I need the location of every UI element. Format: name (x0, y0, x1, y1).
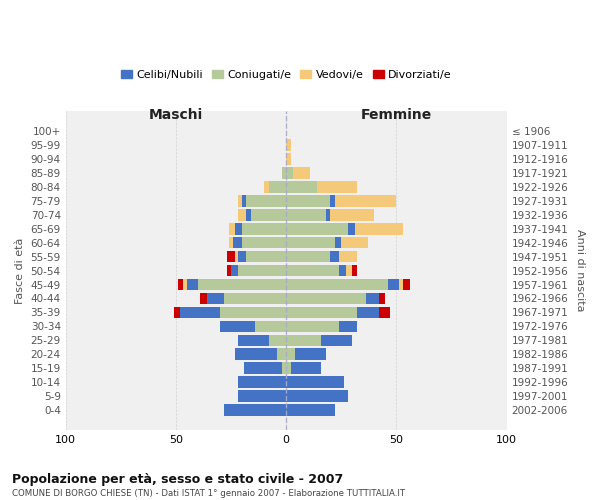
Bar (398, 279, 403, 290)
Bar (229, 237, 233, 248)
Bar (244, 362, 282, 374)
Bar (355, 223, 403, 234)
Bar (181, 306, 220, 318)
Bar (286, 168, 293, 179)
Bar (224, 292, 286, 304)
Bar (220, 306, 286, 318)
Bar (357, 306, 379, 318)
Bar (277, 348, 286, 360)
Text: Maschi: Maschi (149, 108, 203, 122)
Bar (286, 195, 331, 206)
Bar (238, 265, 286, 276)
Bar (339, 265, 346, 276)
Bar (348, 223, 355, 234)
Bar (233, 237, 242, 248)
Bar (235, 348, 277, 360)
Bar (235, 223, 242, 234)
Bar (352, 265, 357, 276)
Bar (339, 320, 357, 332)
Bar (286, 279, 388, 290)
Bar (286, 223, 348, 234)
Bar (247, 209, 251, 220)
Bar (200, 292, 207, 304)
Bar (388, 279, 398, 290)
Bar (227, 265, 231, 276)
Text: Popolazione per età, sesso e stato civile - 2007: Popolazione per età, sesso e stato civil… (12, 472, 343, 486)
Bar (182, 279, 187, 290)
Bar (231, 265, 238, 276)
Bar (322, 334, 352, 346)
Bar (286, 209, 326, 220)
Bar (187, 279, 198, 290)
Bar (286, 140, 290, 151)
Bar (335, 195, 397, 206)
Bar (242, 195, 247, 206)
Bar (331, 195, 335, 206)
Bar (198, 279, 286, 290)
Bar (339, 251, 357, 262)
Bar (238, 209, 247, 220)
Bar (326, 209, 331, 220)
Bar (403, 279, 410, 290)
Bar (286, 376, 344, 388)
Bar (224, 404, 286, 415)
Bar (238, 334, 269, 346)
Text: Femmine: Femmine (361, 108, 432, 122)
Bar (335, 237, 341, 248)
Bar (286, 390, 348, 402)
Bar (220, 320, 256, 332)
Bar (238, 390, 286, 402)
Bar (286, 182, 317, 192)
Bar (341, 237, 368, 248)
Bar (286, 265, 339, 276)
Y-axis label: Anni di nascita: Anni di nascita (575, 230, 585, 312)
Bar (229, 223, 235, 234)
Bar (264, 182, 269, 192)
Bar (269, 334, 286, 346)
Bar (290, 362, 322, 374)
Bar (379, 306, 390, 318)
Bar (238, 195, 242, 206)
Bar (295, 348, 326, 360)
Bar (242, 237, 286, 248)
Bar (286, 348, 295, 360)
Bar (286, 292, 365, 304)
Bar (286, 306, 357, 318)
Bar (282, 362, 286, 374)
Bar (247, 251, 286, 262)
Bar (286, 154, 290, 165)
Bar (379, 292, 385, 304)
Bar (317, 182, 357, 192)
Y-axis label: Fasce di età: Fasce di età (15, 238, 25, 304)
Legend: Celibi/Nubili, Coniugati/e, Vedovi/e, Divorziati/e: Celibi/Nubili, Coniugati/e, Vedovi/e, Di… (116, 66, 456, 84)
Bar (293, 168, 310, 179)
Bar (235, 251, 238, 262)
Bar (251, 209, 286, 220)
Bar (286, 334, 322, 346)
Bar (286, 320, 339, 332)
Bar (282, 168, 286, 179)
Bar (242, 223, 286, 234)
Bar (238, 251, 247, 262)
Bar (174, 306, 181, 318)
Bar (331, 251, 339, 262)
Bar (178, 279, 182, 290)
Bar (247, 195, 286, 206)
Bar (269, 182, 286, 192)
Bar (227, 251, 235, 262)
Bar (238, 376, 286, 388)
Text: COMUNE DI BORGO CHIESE (TN) - Dati ISTAT 1° gennaio 2007 - Elaborazione TUTTITAL: COMUNE DI BORGO CHIESE (TN) - Dati ISTAT… (12, 489, 405, 498)
Bar (346, 265, 352, 276)
Bar (256, 320, 286, 332)
Bar (286, 237, 335, 248)
Bar (365, 292, 379, 304)
Bar (286, 362, 290, 374)
Bar (207, 292, 224, 304)
Bar (331, 209, 374, 220)
Bar (286, 404, 335, 415)
Bar (286, 251, 331, 262)
